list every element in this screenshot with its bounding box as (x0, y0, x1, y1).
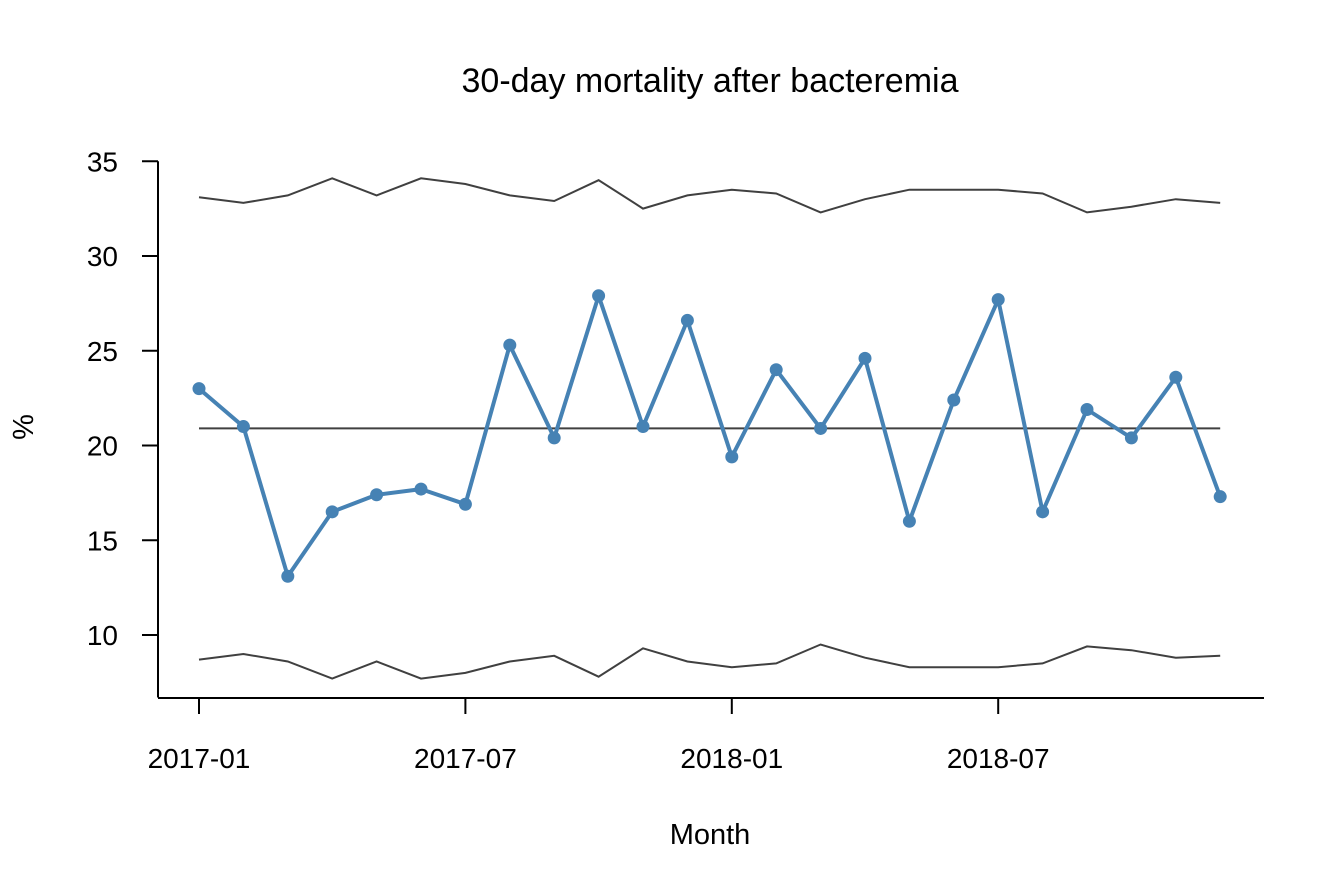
y-tick-label: 15 (87, 525, 118, 556)
x-tick-label: 2017-07 (414, 743, 517, 774)
observed-point (902, 514, 916, 528)
observed-point (680, 313, 694, 327)
observed-point (947, 393, 961, 407)
observed-point (769, 363, 783, 377)
observed-point (281, 569, 295, 583)
observed-point (547, 431, 561, 445)
x-tick-label: 2017-01 (148, 743, 251, 774)
x-axis-label: Month (670, 819, 751, 851)
x-axis: 2017-01 2017-07 2018-01 2018-07 (148, 697, 1264, 774)
observed-point (592, 289, 606, 303)
observed-point (858, 351, 872, 365)
upper-limit-line (198, 177, 1221, 214)
series-layer (192, 177, 1227, 680)
observed-point (1213, 490, 1227, 504)
y-axis: 10 15 20 25 30 35 (87, 146, 159, 698)
y-tick-label: 30 (87, 241, 118, 272)
observed-point (1080, 402, 1094, 416)
observed-point (236, 420, 250, 434)
observed-point (325, 505, 339, 519)
lower-limit-line (198, 643, 1221, 680)
y-tick-label: 10 (87, 620, 118, 651)
observed-point (636, 420, 650, 434)
observed-point (503, 338, 517, 352)
observed-point (1169, 370, 1183, 384)
observed-point (370, 488, 384, 502)
x-tick-label: 2018-01 (680, 743, 783, 774)
chart-title: 30-day mortality after bacteremia (462, 62, 959, 100)
observed-point (725, 450, 739, 464)
observed-point (458, 497, 472, 511)
y-tick-label: 25 (87, 336, 118, 367)
observed-point (1036, 505, 1050, 519)
observed-point (414, 482, 428, 496)
observed-line (197, 293, 1223, 579)
y-tick-label: 20 (87, 431, 118, 462)
observed-point (814, 421, 828, 435)
observed-point (192, 382, 206, 396)
observed-point (991, 293, 1005, 307)
observed-point (1124, 431, 1138, 445)
x-tick-label: 2018-07 (947, 743, 1050, 774)
y-axis-label: % (8, 414, 40, 440)
y-tick-label: 35 (87, 146, 118, 177)
